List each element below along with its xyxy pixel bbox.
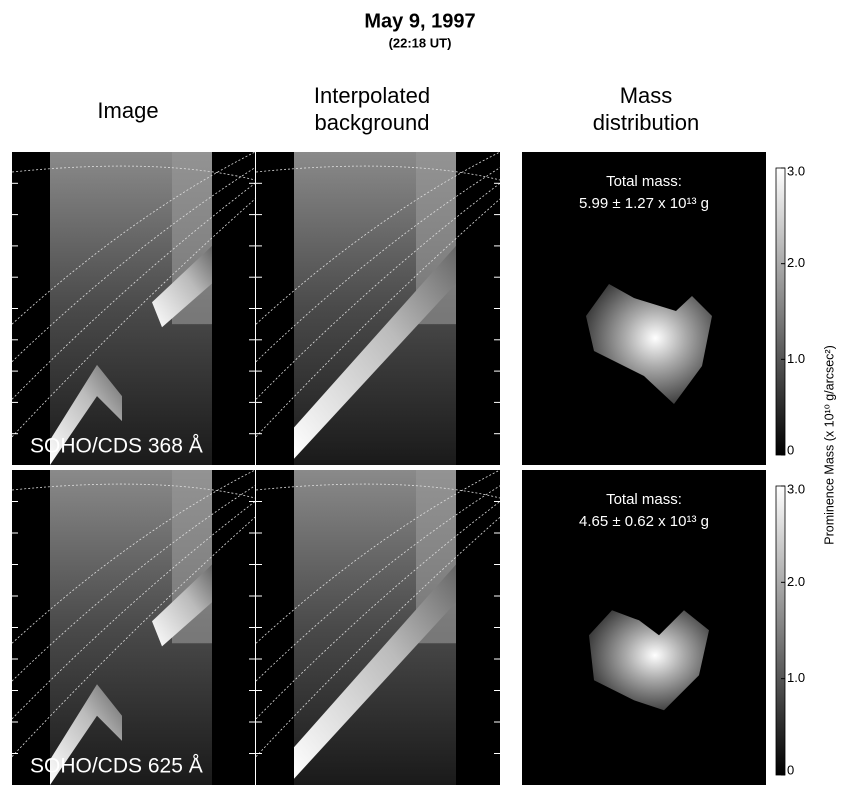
colorbar-tick-label: 3.0 (787, 163, 805, 178)
colorbar-label: Prominence Mass (x 10¹⁰ g/arcsec²) (822, 345, 836, 545)
page: {"title": "May 9, 1997", "subtitle": "(2… (0, 0, 841, 790)
mass-value: 4.65 ± 0.62 x 10¹³ g (579, 513, 709, 530)
colorbar (776, 168, 785, 455)
subtitle: (22:18 UT) (389, 35, 452, 50)
mass-title: Total mass: (606, 491, 682, 508)
mass-value: 5.99 ± 1.27 x 10¹³ g (579, 195, 709, 212)
colorbar-tick-label: 0 (787, 762, 794, 777)
title: May 9, 1997 (364, 10, 475, 32)
colorbar-tick-label: 1.0 (787, 670, 805, 685)
colorbar-tick-label: 2.0 (787, 255, 805, 270)
colorbar (776, 486, 785, 775)
figure: May 9, 1997 (22:18 UT) Image Interpolate… (0, 0, 841, 790)
colorbar-tick-label: 0 (787, 442, 794, 457)
colorbar-tick-label: 2.0 (787, 574, 805, 589)
colorbar-tick-label: 1.0 (787, 351, 805, 366)
column-header: Image (97, 98, 158, 123)
colorbar-tick-label: 3.0 (787, 481, 805, 496)
panel-label: SOHO/CDS 625 Å (30, 755, 203, 778)
mass-title: Total mass: (606, 173, 682, 190)
panel-label: SOHO/CDS 368 Å (30, 435, 203, 458)
